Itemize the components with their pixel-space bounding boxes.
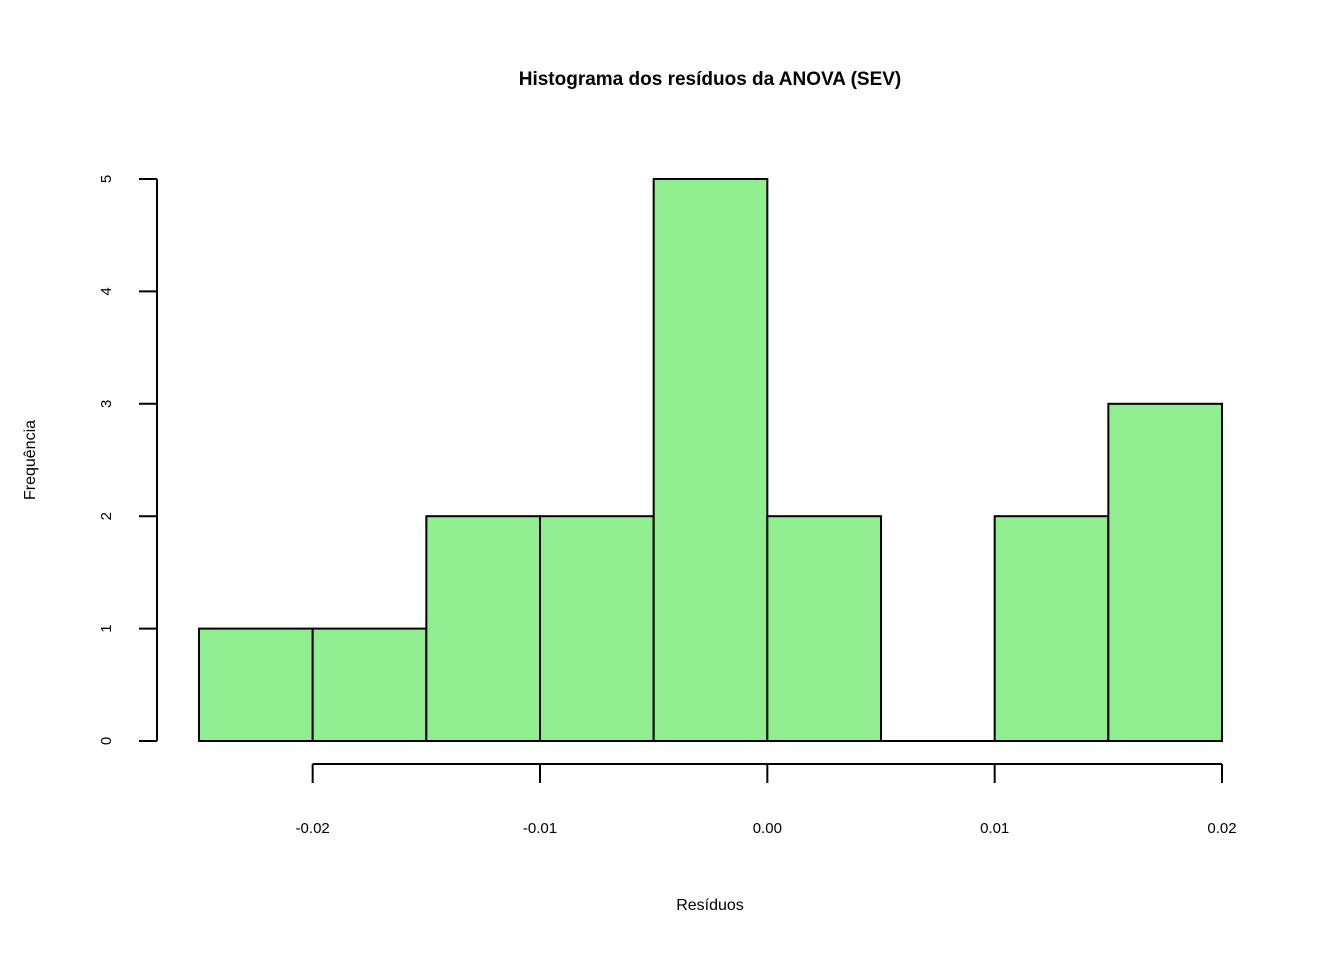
y-tick-label: 5 xyxy=(98,175,115,183)
y-tick-label: 0 xyxy=(98,737,115,745)
histogram-bar-5 xyxy=(766,515,882,743)
chart-title: Histograma dos resíduos da ANOVA (SEV) xyxy=(519,69,902,90)
x-axis: -0.02 -0.01 0.00 0.01 0.02 xyxy=(296,763,1237,837)
y-tick-label: 4 xyxy=(98,287,115,295)
histogram-bar-4 xyxy=(652,178,769,742)
y-tick-label: 3 xyxy=(98,400,115,408)
histogram-bar-2 xyxy=(425,515,542,743)
bars-group xyxy=(198,178,1224,743)
histogram-bar-7 xyxy=(993,515,1110,743)
histogram-bar-1 xyxy=(311,627,428,742)
histogram-bar-8 xyxy=(1107,402,1224,742)
x-tick-label: -0.02 xyxy=(296,820,330,837)
y-axis: 0 1 2 3 4 5 xyxy=(98,175,158,745)
x-tick-label: 0.01 xyxy=(980,820,1009,837)
x-axis-label: Resíduos xyxy=(676,897,744,914)
histogram-bar-3 xyxy=(539,515,655,743)
x-tick-label: 0.00 xyxy=(753,820,782,837)
histogram-bar-0 xyxy=(198,627,314,742)
x-tick-label: -0.01 xyxy=(523,820,557,837)
x-tick-label: 0.02 xyxy=(1207,820,1236,837)
y-axis-label: Frequência xyxy=(22,420,39,500)
y-tick-label: 1 xyxy=(98,624,115,632)
y-tick-label: 2 xyxy=(98,512,115,520)
